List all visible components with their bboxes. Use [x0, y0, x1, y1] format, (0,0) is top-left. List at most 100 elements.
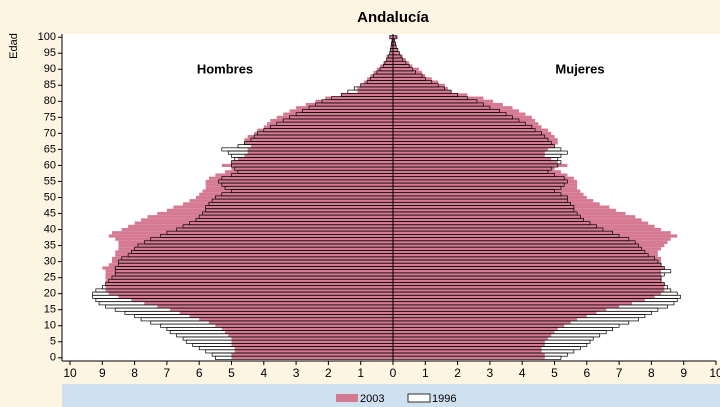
- x-tick-label: 10: [63, 366, 77, 380]
- bar: [393, 70, 423, 75]
- bar: [393, 77, 432, 81]
- bar: [231, 167, 393, 171]
- bar: [263, 125, 393, 129]
- y-tick-label: 100: [38, 31, 56, 43]
- bar: [393, 118, 536, 123]
- bar: [393, 231, 671, 235]
- y-tick-label: 20: [44, 288, 56, 300]
- bar: [393, 295, 655, 299]
- bar: [393, 336, 549, 341]
- bar: [118, 247, 393, 251]
- bar: [393, 42, 396, 46]
- bar: [389, 48, 393, 52]
- bar: [393, 173, 568, 177]
- x-tick-label: 7: [616, 366, 623, 380]
- bar: [141, 218, 393, 222]
- bar: [173, 205, 393, 209]
- bar: [393, 106, 513, 110]
- bar: [393, 102, 503, 107]
- bar: [380, 64, 393, 68]
- bar: [393, 154, 545, 158]
- bar: [215, 173, 393, 177]
- bar: [393, 167, 555, 171]
- bar: [189, 314, 393, 318]
- bar: [205, 183, 393, 187]
- bar: [393, 218, 642, 222]
- bar: [105, 269, 393, 273]
- bar: [393, 151, 545, 155]
- bar: [108, 234, 393, 238]
- bar: [376, 67, 393, 71]
- bar: [393, 90, 452, 94]
- bar: [305, 102, 393, 107]
- bar: [393, 282, 665, 286]
- bar: [315, 99, 393, 103]
- bar: [393, 234, 678, 238]
- bar: [393, 96, 484, 100]
- bar: [393, 285, 665, 289]
- chart-title: Andalucía: [357, 9, 429, 26]
- legend-swatch: [407, 393, 431, 403]
- bar: [393, 64, 413, 68]
- bar: [231, 356, 393, 360]
- bar: [367, 77, 393, 81]
- x-tick-label: 8: [131, 366, 138, 380]
- legend-label: 2003: [360, 393, 384, 405]
- bar: [393, 205, 610, 209]
- bar: [147, 215, 393, 219]
- bar: [267, 122, 393, 126]
- bar: [131, 298, 393, 302]
- bar: [393, 263, 662, 267]
- x-tick-label: 5: [551, 366, 558, 380]
- bar: [393, 227, 662, 232]
- y-tick-label: 60: [44, 159, 56, 171]
- bar: [115, 250, 393, 254]
- bar: [393, 292, 662, 296]
- bar: [283, 112, 393, 116]
- bar: [363, 80, 393, 84]
- bar: [118, 243, 393, 248]
- bar: [208, 320, 393, 325]
- y-axis-label: Edad: [8, 33, 20, 59]
- bar: [393, 189, 581, 193]
- bar: [228, 333, 393, 337]
- bar: [234, 346, 393, 350]
- x-tick-label: 4: [519, 366, 526, 380]
- x-tick-label: 1: [422, 366, 429, 380]
- bar: [237, 157, 393, 161]
- bar: [231, 343, 393, 347]
- legend-strip: [62, 384, 720, 407]
- bar: [231, 336, 393, 341]
- bar: [393, 243, 665, 248]
- bar: [144, 301, 393, 305]
- x-tick-label: 6: [583, 366, 590, 380]
- bar: [231, 160, 393, 164]
- bar: [393, 134, 555, 139]
- bar: [393, 253, 658, 257]
- bar: [393, 237, 671, 241]
- y-tick-label: 10: [44, 320, 56, 332]
- bar: [393, 211, 626, 216]
- bar: [393, 199, 594, 203]
- bar: [289, 109, 393, 113]
- x-tick-label: 2: [454, 366, 461, 380]
- bar: [393, 38, 395, 43]
- bar: [393, 58, 406, 62]
- x-tick-label: 1: [357, 366, 364, 380]
- bar: [393, 215, 636, 219]
- bar: [393, 157, 552, 161]
- bar: [393, 144, 555, 148]
- x-tick-label: 0: [390, 366, 397, 380]
- bar: [393, 147, 549, 152]
- y-tick-label: 45: [44, 207, 56, 219]
- bar: [393, 192, 584, 196]
- bar: [393, 186, 578, 190]
- bar: [393, 314, 587, 318]
- x-tick-label: 5: [228, 366, 235, 380]
- bar: [393, 346, 542, 350]
- bar: [183, 202, 393, 206]
- bar: [118, 295, 393, 299]
- bar: [393, 61, 410, 65]
- bar: [257, 128, 393, 132]
- bar: [202, 189, 393, 193]
